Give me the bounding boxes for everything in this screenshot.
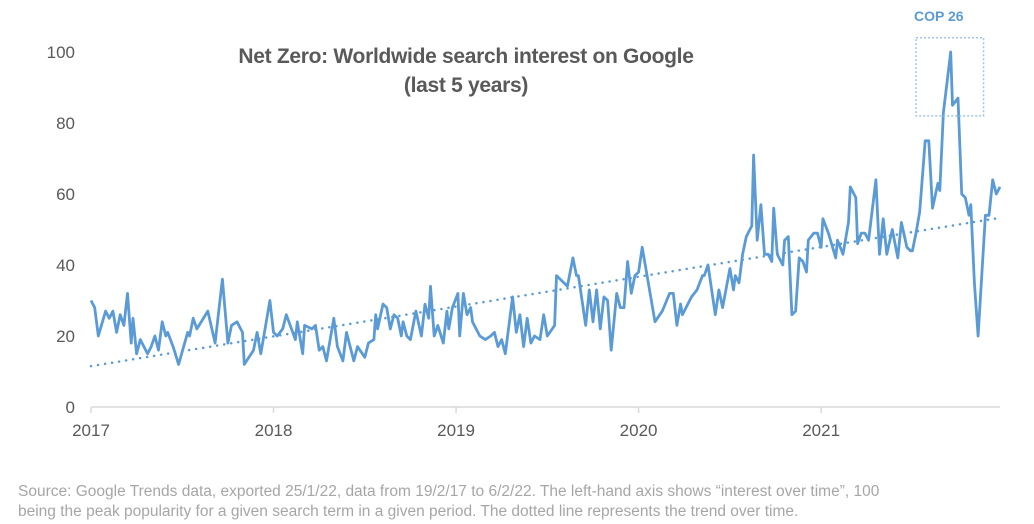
- y-tick-label: 80: [56, 114, 75, 133]
- y-axis: 0 20 40 60 80 100: [47, 43, 75, 417]
- search-interest-line: [89, 50, 1002, 366]
- cop26-annotation: COP 26: [914, 8, 985, 117]
- x-tick-label: 2019: [437, 421, 475, 440]
- y-tick-label: 100: [47, 43, 75, 62]
- y-tick-label: 0: [66, 398, 75, 417]
- chart-title: Net Zero: Worldwide search interest on G…: [238, 45, 694, 68]
- trendline: [89, 216, 1002, 368]
- chart-subtitle: (last 5 years): [403, 74, 529, 97]
- y-tick-label: 60: [56, 185, 75, 204]
- chart-title-block: Net Zero: Worldwide search interest on G…: [166, 42, 766, 100]
- y-tick-label: 40: [56, 256, 75, 275]
- annotation-label: COP 26: [914, 8, 964, 24]
- y-tick-label: 20: [56, 327, 75, 346]
- source-note: Source: Google Trends data, exported 25/…: [18, 482, 1034, 522]
- annotation-box: [915, 37, 985, 117]
- x-tick-label: 2017: [72, 421, 110, 440]
- x-tick-label: 2021: [802, 421, 840, 440]
- source-line-1: Source: Google Trends data, exported 25/…: [18, 483, 880, 500]
- x-tick-label: 2018: [255, 421, 293, 440]
- trend-line: [89, 216, 1002, 368]
- x-axis: 2017 2018 2019 2020 2021: [72, 406, 1000, 440]
- source-line-2: being the peak popularity for a given se…: [18, 503, 799, 520]
- series: [89, 50, 1002, 366]
- x-tick-label: 2020: [620, 421, 658, 440]
